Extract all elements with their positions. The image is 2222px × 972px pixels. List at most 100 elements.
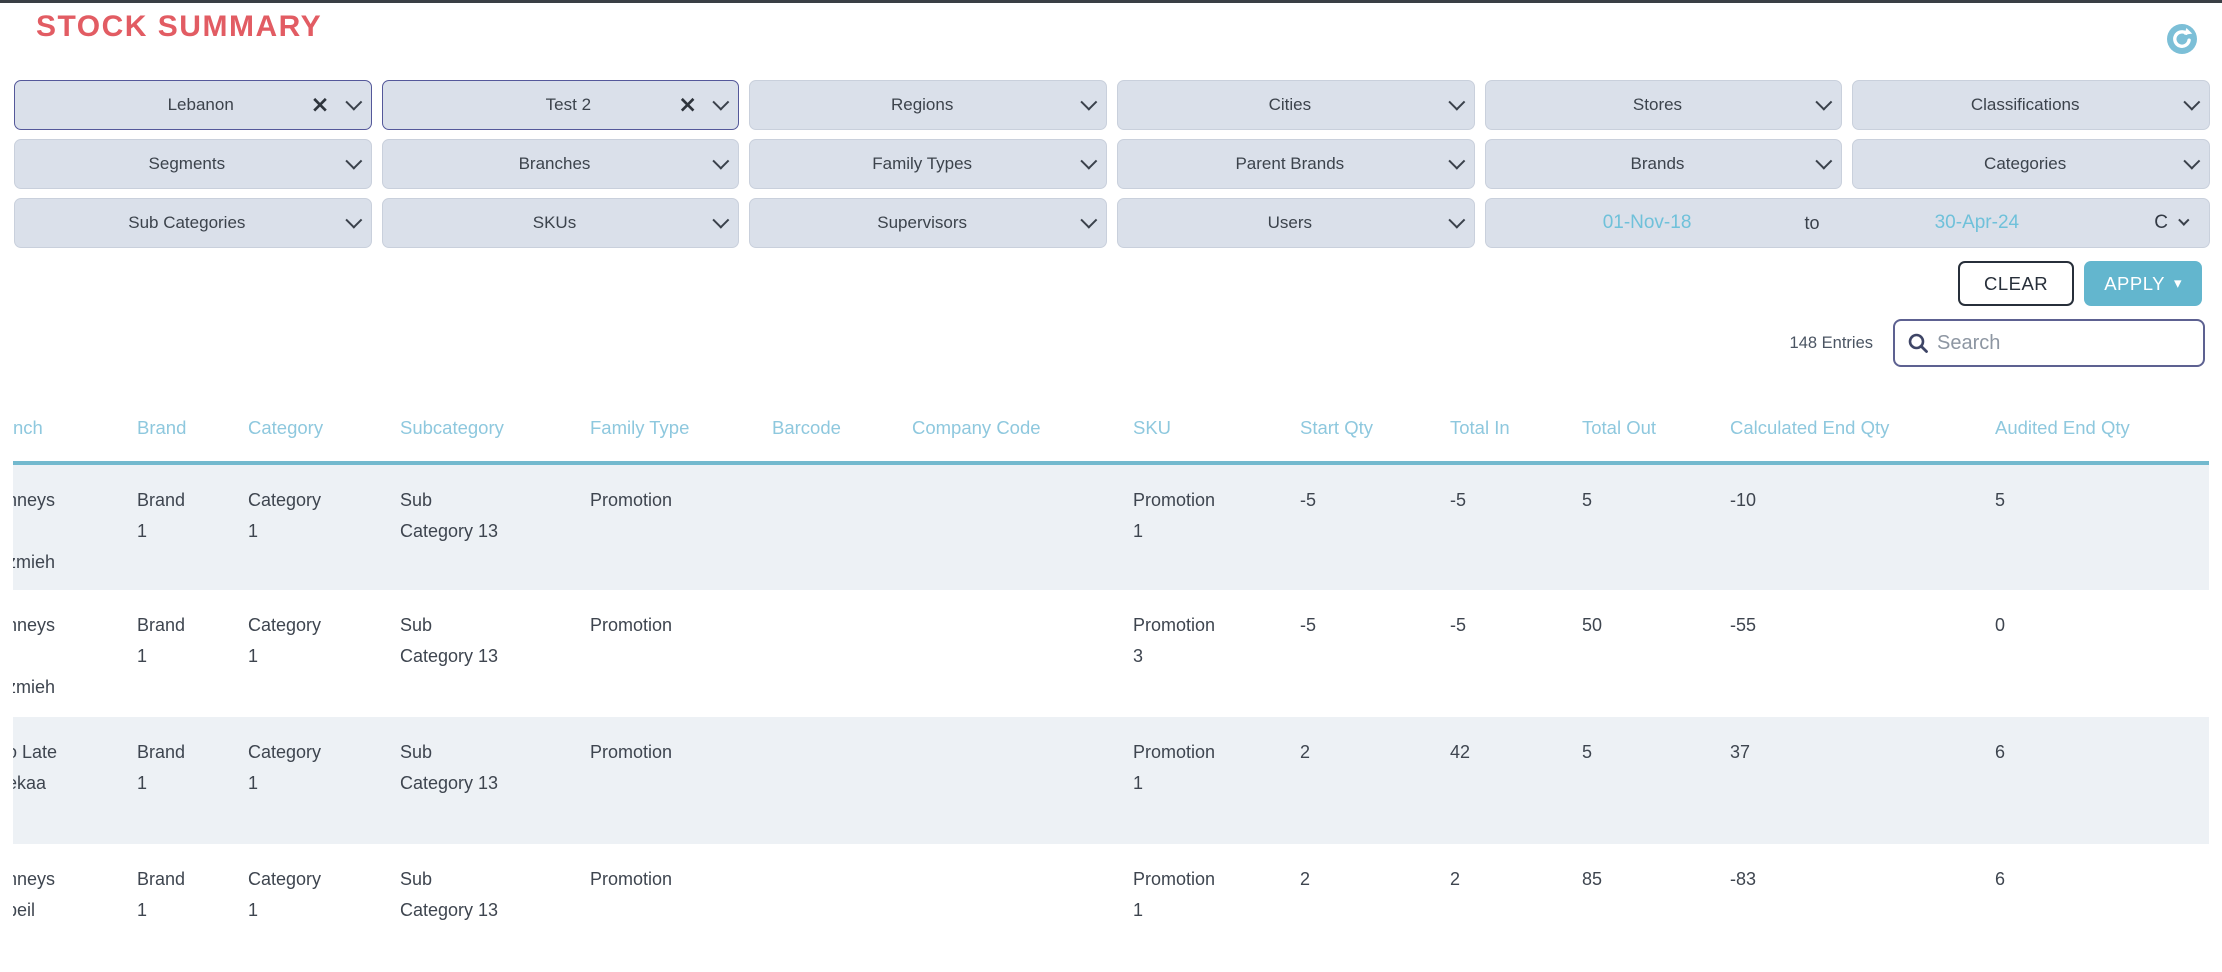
cell-sku: Promotion 1 [1133,490,1216,541]
chevron-down-icon [2183,152,2201,170]
filter-actions: CLEAR APPLY ▾ [1957,261,2202,306]
filter-select-supervisors[interactable]: Supervisors [749,198,1107,248]
chevron-down-icon [1080,152,1098,170]
cell-subcategory: Sub Category 13 [400,869,499,920]
filter-select-brands[interactable]: Brands [1484,139,1843,189]
table-row[interactable]: nneys zmieh Brand 1 Category 1 Sub Categ… [13,463,2209,590]
cell-category: Category 1 [248,615,322,666]
filter-select-stores[interactable]: Stores [1484,80,1843,130]
col-header-category[interactable]: Category [248,405,400,465]
cell-sku: Promotion 1 [1133,869,1216,920]
cell-brand: Brand 1 [137,490,186,541]
filter-label: Parent Brands [1235,154,1345,173]
cell-company-code [912,463,1133,590]
search-box[interactable] [1893,319,2205,367]
col-header-company-code[interactable]: Company Code [912,405,1133,465]
col-header-brand[interactable]: Brand [137,405,248,465]
col-header-calculated-end-qty[interactable]: Calculated End Qty [1730,405,1995,465]
filter-select-segments[interactable]: Segments [14,139,372,189]
cell-subcategory: Sub Category 13 [400,742,499,793]
cell-barcode [772,590,912,717]
filters-panel: Lebanon × Test 2 × Regions Cities Stores… [14,80,2210,248]
filter-label: Regions [890,95,954,114]
filter-value: Test 2 [545,95,592,114]
chevron-down-icon [2183,93,2201,111]
remove-filter-icon[interactable]: × [678,91,698,118]
col-header-branch[interactable]: nch [13,405,137,465]
refresh-icon [2167,24,2197,54]
cell-total-out: 5 [1582,742,1593,762]
filter-select-regions[interactable]: Regions [749,80,1107,130]
filter-select-sub-categories[interactable]: Sub Categories [14,198,372,248]
entries-count: 148 Entries [1789,333,1873,352]
filter-value: Lebanon [167,95,234,114]
chevron-down-icon [1447,211,1465,229]
filter-label: SKUs [532,213,577,232]
calendar-mode-toggle[interactable]: C [2124,212,2195,234]
clear-button[interactable]: CLEAR [1957,261,2075,306]
cell-calculated-end-qty: -83 [1730,869,1757,889]
cell-family-type: Promotion [590,615,673,635]
cell-brand: Brand 1 [137,615,186,666]
filter-label: Segments [148,154,226,173]
col-header-audited-end-qty[interactable]: Audited End Qty [1995,405,2209,465]
cell-branch: nneys beil [13,869,56,920]
chevron-down-icon [344,211,362,229]
table-row[interactable]: nneys beil Brand 1 Category 1 Sub Catego… [13,844,2209,971]
chevron-down-icon [2178,214,2190,226]
cell-start-qty: 2 [1300,742,1311,762]
filter-label: Stores [1632,95,1683,114]
cell-total-in: 2 [1450,869,1461,889]
cell-company-code [912,717,1133,844]
filter-select-cities[interactable]: Cities [1116,80,1475,130]
table-header-row: nch Brand Category Subcategory Family Ty… [13,405,2209,465]
remove-filter-icon[interactable]: × [310,91,330,118]
col-header-subcategory[interactable]: Subcategory [400,405,590,465]
cell-total-in: -5 [1450,615,1467,635]
table-row[interactable]: nneys zmieh Brand 1 Category 1 Sub Categ… [13,590,2209,717]
search-input[interactable] [1937,331,2191,355]
date-from[interactable]: 01-Nov-18 [1602,212,1692,233]
cell-total-in: 42 [1450,742,1471,762]
page-title: STOCK SUMMARY [36,10,323,43]
cell-audited-end-qty: 6 [1995,869,2006,889]
col-header-barcode[interactable]: Barcode [772,405,912,465]
date-to[interactable]: 30-Apr-24 [1934,212,2020,233]
search-icon [1908,333,1928,353]
filter-select-classifications[interactable]: Classifications [1852,80,2210,130]
cell-start-qty: -5 [1300,615,1317,635]
cell-subcategory: Sub Category 13 [400,615,499,666]
apply-button[interactable]: APPLY ▾ [2084,261,2202,306]
date-separator: to [1804,212,1820,233]
cell-audited-end-qty: 5 [1995,490,2006,510]
col-header-sku[interactable]: SKU [1133,405,1300,465]
filter-select-users[interactable]: Users [1116,198,1475,248]
filter-select-lebanon[interactable]: Lebanon × [14,80,372,130]
chevron-down-icon [344,152,362,170]
cell-company-code [912,844,1133,971]
refresh-button[interactable] [2167,24,2197,54]
filter-select-test-2[interactable]: Test 2 × [381,80,740,130]
cell-subcategory: Sub Category 13 [400,490,499,541]
cell-total-out: 50 [1582,615,1603,635]
cell-audited-end-qty: 0 [1995,615,2006,635]
chevron-down-icon [1815,152,1833,170]
col-header-total-in[interactable]: Total In [1450,405,1582,465]
cell-start-qty: -5 [1300,490,1317,510]
col-header-total-out[interactable]: Total Out [1582,405,1730,465]
col-header-family-type[interactable]: Family Type [590,405,772,465]
filter-select-parent-brands[interactable]: Parent Brands [1116,139,1475,189]
filter-select-skus[interactable]: SKUs [381,198,740,248]
cell-start-qty: 2 [1300,869,1311,889]
filter-label: Brands [1630,154,1685,173]
chevron-down-icon [712,93,730,111]
col-header-start-qty[interactable]: Start Qty [1300,405,1450,465]
filter-select-categories[interactable]: Categories [1852,139,2210,189]
filter-label: Classifications [1970,95,2080,114]
filter-select-family-types[interactable]: Family Types [749,139,1107,189]
filter-select-branches[interactable]: Branches [381,139,740,189]
chevron-down-icon [1080,211,1098,229]
chevron-down-icon [1447,152,1465,170]
